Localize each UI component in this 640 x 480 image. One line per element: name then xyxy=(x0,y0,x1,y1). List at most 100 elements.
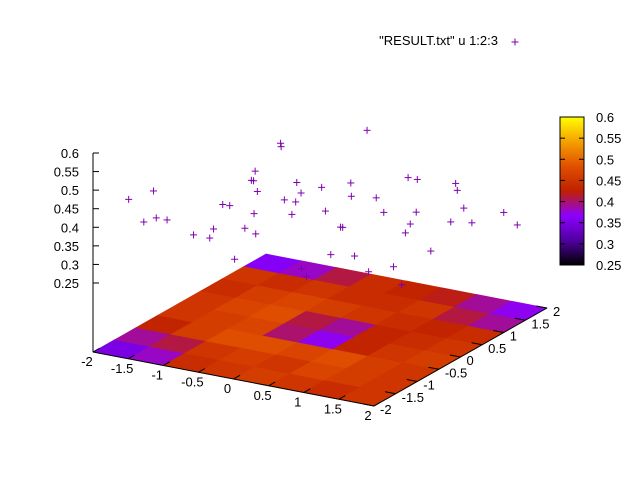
data-point xyxy=(251,167,259,175)
data-point xyxy=(321,207,329,215)
data-point xyxy=(412,208,420,216)
data-point xyxy=(372,194,380,202)
data-point xyxy=(250,210,258,218)
x-tick-mark xyxy=(268,381,276,387)
colorbar-tick-label: 0.3 xyxy=(596,237,614,252)
tick-marks xyxy=(92,152,548,407)
data-point xyxy=(401,229,409,237)
data-point xyxy=(288,210,296,218)
x-tick-label: 0.5 xyxy=(254,388,272,403)
data-point xyxy=(152,214,160,222)
data-point xyxy=(163,216,171,224)
data-point xyxy=(351,252,359,260)
z-tick-label: 0.5 xyxy=(61,183,79,198)
data-point xyxy=(280,196,288,204)
y-tick-label: 1 xyxy=(510,329,517,344)
heatmap-surface xyxy=(92,253,548,407)
x-tick-mark xyxy=(92,347,100,353)
data-point xyxy=(427,247,435,255)
x-tick-mark xyxy=(338,395,346,400)
y-tick-mark xyxy=(384,391,396,395)
colorbar-tick-label: 0.35 xyxy=(596,216,621,231)
z-tick-label: 0.45 xyxy=(54,202,79,217)
data-point xyxy=(318,183,326,191)
data-point xyxy=(190,231,198,239)
colorbar-tick-label: 0.4 xyxy=(596,195,614,210)
x-tick-label: -1 xyxy=(151,368,163,383)
data-point xyxy=(453,186,461,194)
data-point xyxy=(347,179,355,187)
data-point xyxy=(500,208,508,216)
y-tick-mark xyxy=(428,366,439,370)
data-point xyxy=(406,220,414,228)
x-tick-label: 0 xyxy=(224,381,231,396)
data-point xyxy=(398,281,406,289)
x-tick-mark xyxy=(127,354,135,360)
data-point xyxy=(293,179,301,187)
legend-label: "RESULT.txt" u 1:2:3 xyxy=(379,33,498,48)
y-tick-mark xyxy=(514,317,526,321)
colorbar-tick-label: 0.25 xyxy=(596,258,621,273)
z-tick-label: 0.55 xyxy=(54,165,79,180)
legend: "RESULT.txt" u 1:2:3 xyxy=(379,33,519,48)
y-tick-label: 0.5 xyxy=(488,341,506,356)
data-point xyxy=(302,272,310,280)
data-point xyxy=(219,200,227,208)
colorbar: 0.25 0.3 0.35 0.4 0.45 0.5 0.55 0.6 xyxy=(559,110,621,273)
y-tick-label: -1 xyxy=(423,378,435,393)
y-tick-label: 2 xyxy=(553,304,560,319)
y-tick-label: -2 xyxy=(380,402,392,417)
colorbar-tick-label: 0.55 xyxy=(596,131,621,146)
colorbar-tick-label: 0.6 xyxy=(596,110,614,125)
data-point xyxy=(347,192,355,200)
data-point xyxy=(513,221,521,229)
x-tick-label: 1 xyxy=(294,395,301,410)
data-point xyxy=(231,255,239,263)
data-point xyxy=(298,265,306,273)
data-point xyxy=(389,263,397,271)
colorbar-tick-label: 0.5 xyxy=(596,152,614,167)
data-point xyxy=(253,187,261,195)
y-tick-label: -0.5 xyxy=(445,365,467,380)
x-tick-label: 2 xyxy=(364,408,371,423)
data-point xyxy=(452,179,460,187)
x-tick-mark xyxy=(303,388,311,393)
data-point xyxy=(241,224,249,232)
y-tick-mark xyxy=(536,305,548,309)
y-tick-label: -1.5 xyxy=(402,390,424,405)
data-point xyxy=(460,204,468,212)
y-tick-mark xyxy=(363,403,375,407)
data-points xyxy=(125,126,521,289)
x-tick-label: -1.5 xyxy=(111,361,133,376)
z-axis-tick-labels: 0.25 0.3 0.35 0.4 0.45 0.5 0.55 0.6 xyxy=(54,146,79,291)
y-tick-label: 1.5 xyxy=(531,316,549,331)
data-point xyxy=(447,218,455,226)
data-point xyxy=(206,234,214,242)
data-point xyxy=(380,208,388,216)
legend-plus-marker xyxy=(511,38,519,46)
y-tick-label: 0 xyxy=(467,353,474,368)
data-point xyxy=(365,268,373,276)
y-tick-mark xyxy=(471,342,483,346)
y-axis-tick-labels: -2 -1.5-1 -0.50 0.5 1 1.5 2 xyxy=(380,304,560,417)
data-point xyxy=(468,219,476,227)
z-tick-label: 0.25 xyxy=(54,276,79,291)
data-point xyxy=(404,174,412,182)
x-tick-mark xyxy=(163,361,170,366)
x-axis-tick-labels: -2 -1.5 -1 -0.5 0 0.5 1 1.5 2 xyxy=(81,354,371,423)
data-point xyxy=(277,139,285,147)
data-point xyxy=(292,198,300,206)
data-point xyxy=(247,176,255,184)
data-point xyxy=(125,195,133,203)
x-tick-label: -0.5 xyxy=(181,374,203,389)
data-point xyxy=(339,223,347,231)
x-tick-label: 1.5 xyxy=(324,401,342,416)
data-point xyxy=(252,230,260,238)
y-tick-mark xyxy=(449,354,461,358)
x-tick-mark xyxy=(233,374,241,380)
data-point xyxy=(226,202,234,210)
data-point xyxy=(327,251,335,259)
data-point xyxy=(413,175,421,183)
x-tick-mark xyxy=(373,401,381,407)
